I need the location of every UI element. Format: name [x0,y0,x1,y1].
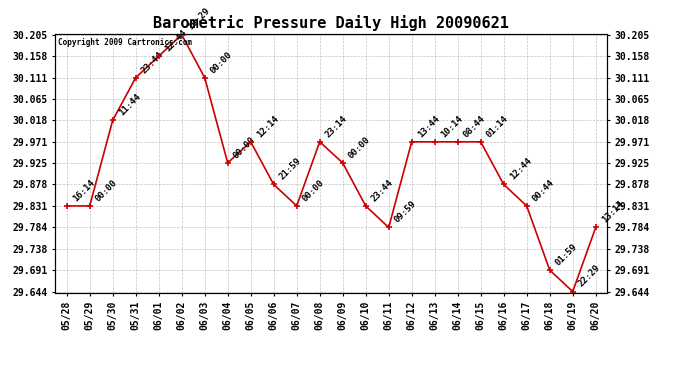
Text: 01:59: 01:59 [554,242,579,267]
Text: 21:59: 21:59 [278,156,303,182]
Text: 11:44: 11:44 [117,92,142,117]
Text: 00:00: 00:00 [94,178,119,203]
Text: Copyright 2009 Cartronics.com: Copyright 2009 Cartronics.com [58,38,192,46]
Text: 12:14: 12:14 [255,114,280,139]
Text: 23:44: 23:44 [140,50,165,75]
Text: 09:59: 09:59 [393,200,418,225]
Text: 16:14: 16:14 [71,178,96,203]
Title: Barometric Pressure Daily High 20090621: Barometric Pressure Daily High 20090621 [153,15,509,31]
Text: 01:14: 01:14 [485,114,510,139]
Text: 10:14: 10:14 [439,114,464,139]
Text: 12:44: 12:44 [163,28,188,53]
Text: 00:00: 00:00 [209,50,234,75]
Text: 13:44: 13:44 [416,114,441,139]
Text: 00:00: 00:00 [347,135,372,160]
Text: 00:00: 00:00 [301,178,326,203]
Text: 10:29: 10:29 [186,6,211,32]
Text: 23:14: 23:14 [324,114,349,139]
Text: 13:14: 13:14 [600,200,625,225]
Text: 00:44: 00:44 [531,178,556,203]
Text: 12:44: 12:44 [508,156,533,182]
Text: 00:00: 00:00 [232,135,257,160]
Text: 22:29: 22:29 [577,264,602,289]
Text: 23:44: 23:44 [370,178,395,203]
Text: 08:44: 08:44 [462,114,487,139]
